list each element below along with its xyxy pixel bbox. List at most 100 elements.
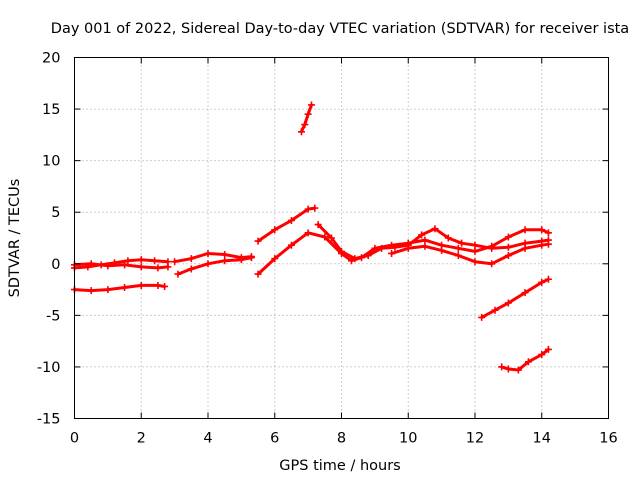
x-tick-label: 6 — [270, 431, 279, 447]
series-arc-1 — [71, 281, 169, 295]
data-point — [164, 263, 172, 271]
data-point — [488, 260, 496, 268]
data-point — [491, 306, 499, 314]
data-point — [297, 128, 305, 136]
data-point — [544, 275, 552, 283]
data-point — [504, 252, 512, 260]
data-point — [504, 243, 512, 251]
data-point — [391, 243, 399, 251]
data-point — [431, 225, 439, 233]
data-point — [521, 226, 529, 234]
data-point — [104, 262, 112, 270]
data-point — [364, 252, 372, 260]
data-point — [254, 237, 262, 245]
y-tick-label: 0 — [51, 257, 60, 273]
x-tick-label: 12 — [466, 431, 484, 447]
y-tick-label: 10 — [42, 154, 60, 170]
data-point — [154, 264, 162, 272]
data-point — [154, 281, 162, 289]
data-point — [247, 254, 255, 262]
data-point — [151, 257, 159, 265]
data-point — [544, 345, 552, 353]
data-point — [521, 289, 529, 297]
data-point — [287, 216, 295, 224]
data-point — [204, 260, 212, 268]
data-point — [204, 249, 212, 257]
data-point — [504, 233, 512, 241]
data-point — [498, 363, 506, 371]
data-point — [538, 241, 546, 249]
data-point — [137, 263, 145, 271]
data-point — [421, 242, 429, 250]
x-tick-label: 16 — [599, 431, 617, 447]
data-point — [87, 260, 95, 268]
data-point — [121, 284, 129, 292]
y-tick-label: -5 — [46, 308, 60, 324]
series-arc-9 — [388, 240, 552, 268]
data-point — [471, 258, 479, 266]
data-point — [504, 365, 512, 373]
data-point — [544, 229, 552, 237]
data-point — [221, 257, 229, 265]
series-arc-8 — [314, 221, 552, 263]
data-point — [544, 240, 552, 248]
data-point — [458, 239, 466, 247]
data-point — [137, 281, 145, 289]
data-point — [538, 351, 546, 359]
x-tick-label: 14 — [533, 431, 551, 447]
data-point — [87, 287, 95, 295]
data-point — [287, 241, 295, 249]
data-point — [304, 205, 312, 213]
y-tick-label: 15 — [42, 102, 60, 118]
data-point — [538, 226, 546, 234]
series-trace — [256, 206, 317, 243]
series-arc-6 — [254, 204, 319, 245]
x-tick-label: 4 — [203, 431, 212, 447]
data-point — [311, 204, 319, 212]
data-point — [521, 244, 529, 252]
grid — [74, 57, 609, 419]
series-trace — [256, 228, 550, 276]
data-point — [171, 258, 179, 266]
data-point — [444, 234, 452, 242]
series-arc-5 — [174, 254, 255, 278]
y-tick-label: -10 — [37, 360, 61, 376]
data-point — [418, 231, 426, 239]
data-point — [307, 101, 315, 109]
series-arc-10 — [297, 101, 315, 136]
series-arc-12 — [498, 345, 552, 374]
x-tick-label: 8 — [337, 431, 346, 447]
data-point — [421, 236, 429, 244]
data-point — [327, 234, 335, 242]
y-tick-label: -15 — [37, 412, 61, 428]
data-point — [304, 110, 312, 118]
x-tick-label: 10 — [399, 431, 417, 447]
series-trace — [299, 103, 313, 134]
data-point — [254, 270, 262, 278]
data-point — [388, 249, 396, 257]
data-point — [488, 244, 496, 252]
data-point — [378, 244, 386, 252]
chart-title: Day 001 of 2022, Sidereal Day-to-day VTE… — [51, 21, 629, 37]
data-point — [404, 244, 412, 252]
data-point — [174, 270, 182, 278]
data-point — [471, 247, 479, 255]
y-tick-label: 20 — [42, 51, 60, 67]
data-point — [301, 121, 309, 129]
data-point — [438, 246, 446, 254]
data-point — [237, 256, 245, 264]
data-point — [124, 257, 132, 265]
data-point — [471, 241, 479, 249]
data-point — [121, 261, 129, 269]
data-point — [187, 265, 195, 273]
data-point — [187, 255, 195, 263]
data-point — [271, 226, 279, 234]
data-point — [304, 229, 312, 237]
data-point — [338, 247, 345, 255]
x-tick-label: 0 — [70, 431, 79, 447]
data-point — [221, 251, 229, 259]
data-point — [538, 278, 546, 286]
data-point — [271, 255, 279, 263]
series-arc-7 — [254, 226, 552, 278]
